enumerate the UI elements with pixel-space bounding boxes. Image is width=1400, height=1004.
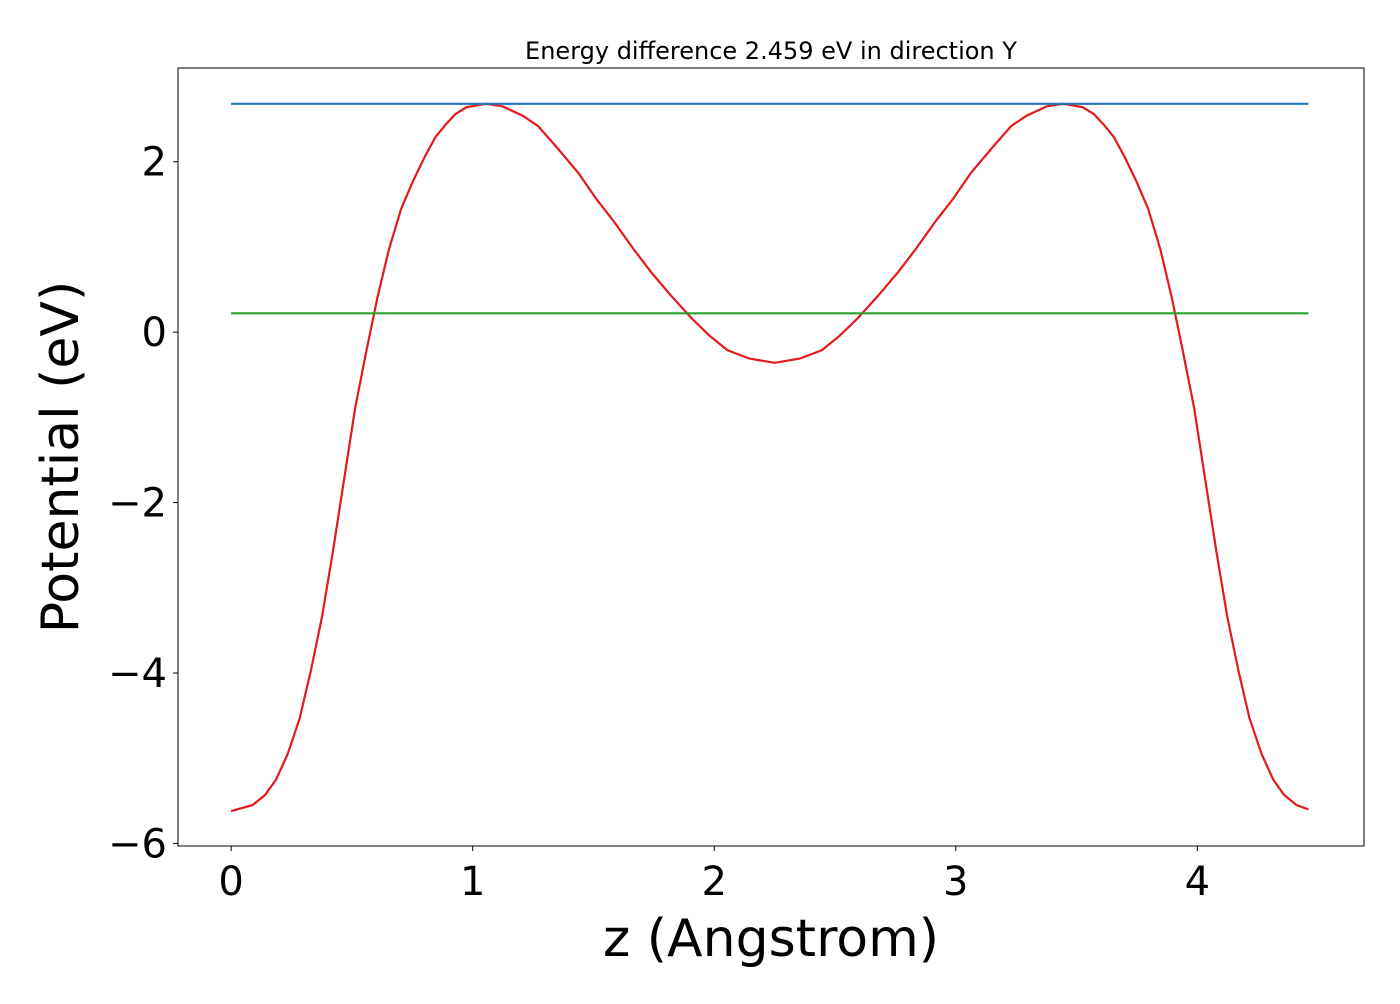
series-layer xyxy=(230,102,1309,813)
x-tick-label: 3 xyxy=(943,859,968,905)
y-tick-label: 0 xyxy=(142,310,167,356)
series-line-potential xyxy=(230,102,1309,813)
x-tick-label: 4 xyxy=(1185,859,1210,905)
y-axis-ticks: −6 −4 −2 0 2 xyxy=(108,140,178,867)
y-axis-label: Potential (eV) xyxy=(31,281,91,633)
x-tick-label: 1 xyxy=(460,859,485,905)
y-tick-label: −6 xyxy=(108,821,167,867)
y-tick-label: −4 xyxy=(108,651,167,697)
chart-title: Energy difference 2.459 eV in direction … xyxy=(525,37,1017,65)
plot-frame xyxy=(177,67,1365,847)
x-tick-label: 0 xyxy=(218,859,243,905)
x-tick-label: 2 xyxy=(702,859,727,905)
y-tick-label: −2 xyxy=(108,481,167,527)
x-axis-label: z (Angstrom) xyxy=(603,909,939,969)
y-tick-label: 2 xyxy=(142,140,167,186)
x-axis-ticks: 0 1 2 3 4 xyxy=(218,846,1210,905)
